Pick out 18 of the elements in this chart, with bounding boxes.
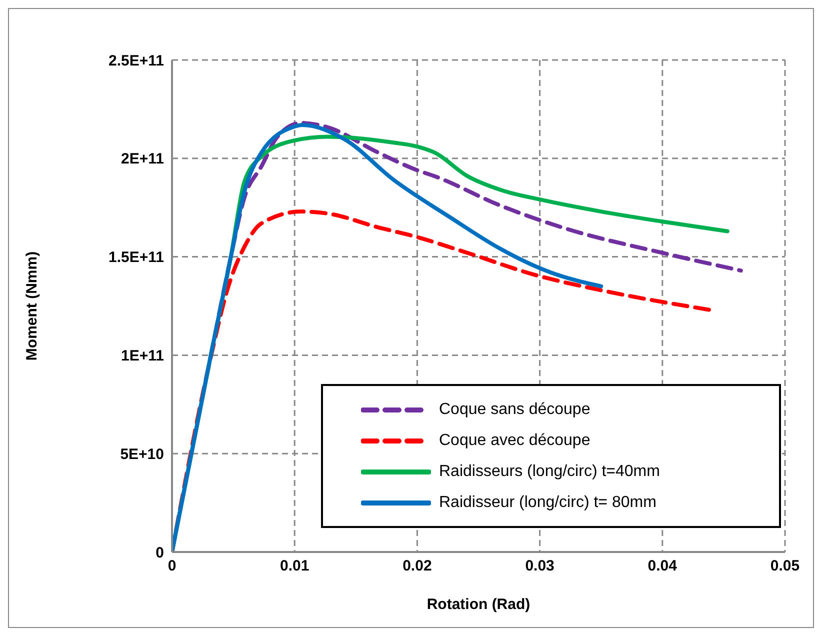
y-tick-label: 1E+11 — [121, 348, 164, 365]
y-tick-label: 2.5E+11 — [108, 52, 164, 70]
x-tick-label: 0.05 — [770, 558, 800, 575]
legend-label: Raidisseur (long/circ) t= 80mm — [439, 494, 656, 512]
x-tick-label: 0.01 — [280, 558, 310, 575]
legend-label: Coque avec découpe — [439, 432, 590, 450]
y-tick-label: 2E+11 — [121, 150, 164, 168]
x-tick-label: 0.04 — [648, 558, 678, 575]
y-tick-label: 5E+10 — [120, 446, 164, 463]
x-tick-label: 0.03 — [525, 558, 554, 575]
x-tick-label: 0 — [168, 558, 176, 575]
x-tick-label: 0.02 — [402, 558, 432, 575]
legend-label: Raidisseurs (long/circ) t=40mm — [439, 462, 660, 480]
x-axis-title: Rotation (Rad) — [426, 596, 530, 613]
legend-label: Coque sans découpe — [439, 400, 590, 418]
y-tick-label: 1.5E+11 — [108, 249, 164, 266]
y-axis-title: Moment (Nmm) — [23, 251, 40, 361]
y-tick-label: 0 — [156, 544, 164, 562]
